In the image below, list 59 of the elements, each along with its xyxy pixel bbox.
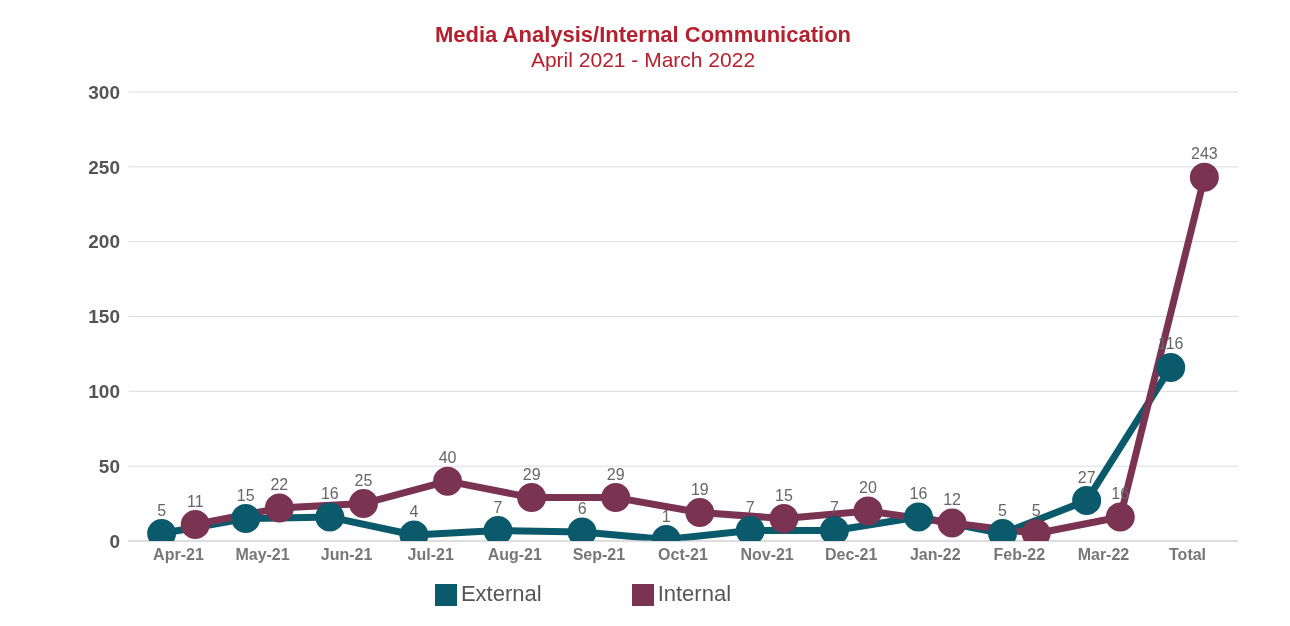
- y-tick-label: 150: [88, 306, 120, 328]
- data-label: 7: [745, 498, 755, 516]
- data-label: 5: [998, 501, 1008, 519]
- data-label: 4: [409, 503, 419, 521]
- point: [769, 504, 799, 534]
- x-tick-label: Jan-22: [909, 546, 961, 564]
- y-tick-label: 50: [98, 455, 120, 477]
- point: [433, 466, 463, 496]
- point: [1189, 162, 1219, 192]
- chart-title: Media Analysis/Internal Communication: [433, 22, 852, 48]
- x-tick-label: Jul-21: [407, 546, 454, 564]
- point: [264, 493, 294, 523]
- data-label: 29: [606, 465, 625, 483]
- y-tick-label: 300: [88, 81, 120, 103]
- data-label: 7: [493, 498, 503, 516]
- data-label: 19: [690, 480, 709, 498]
- data-label: 5: [157, 501, 167, 519]
- data-label: 15: [236, 486, 255, 504]
- x-tick-label: Total: [1169, 546, 1207, 564]
- data-label: 243: [1191, 145, 1218, 163]
- point: [517, 483, 547, 513]
- data-label: 22: [270, 476, 289, 494]
- x-tick-label: Feb-22: [993, 546, 1046, 564]
- point: [180, 510, 210, 540]
- legend-label: Internal: [657, 581, 732, 606]
- x-tick-label: Sep-21: [572, 546, 626, 564]
- data-label: 16: [320, 485, 339, 503]
- data-label: 20: [859, 479, 877, 497]
- data-label: 6: [577, 500, 587, 518]
- data-label: 27: [1077, 468, 1096, 486]
- data-label: 29: [522, 465, 541, 483]
- data-label: 25: [354, 471, 373, 489]
- data-label: 40: [438, 449, 457, 467]
- y-tick-label: 0: [109, 530, 120, 552]
- x-tick-label: Dec-21: [824, 546, 878, 564]
- data-label: 15: [775, 486, 793, 504]
- x-tick-label: May-21: [235, 546, 290, 564]
- x-tick-label: Apr-21: [153, 546, 204, 564]
- y-tick-label: 100: [88, 381, 120, 403]
- data-label: 5: [1031, 501, 1041, 519]
- point: [853, 496, 883, 526]
- x-tick-label: Jun-21: [320, 546, 373, 564]
- x-tick-label: Aug-21: [487, 546, 543, 564]
- x-tick-label: Oct-21: [658, 546, 708, 564]
- point: [601, 483, 631, 513]
- point: [937, 508, 967, 538]
- data-label: 1: [661, 507, 671, 525]
- point: [685, 498, 715, 528]
- point: [348, 489, 378, 519]
- y-tick-label: 200: [88, 231, 120, 253]
- point: [1105, 502, 1135, 532]
- chart-subtitle: April 2021 - March 2022: [529, 48, 757, 72]
- data-label: 11: [186, 492, 204, 510]
- data-label: 12: [943, 491, 962, 509]
- x-tick-label: Nov-21: [740, 546, 794, 564]
- x-tick-label: Mar-22: [1077, 546, 1130, 564]
- legend-label: External: [460, 581, 542, 606]
- y-tick-label: 250: [88, 156, 120, 178]
- data-label: 16: [909, 485, 928, 503]
